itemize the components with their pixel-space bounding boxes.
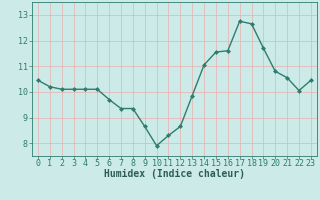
X-axis label: Humidex (Indice chaleur): Humidex (Indice chaleur) (104, 169, 245, 179)
